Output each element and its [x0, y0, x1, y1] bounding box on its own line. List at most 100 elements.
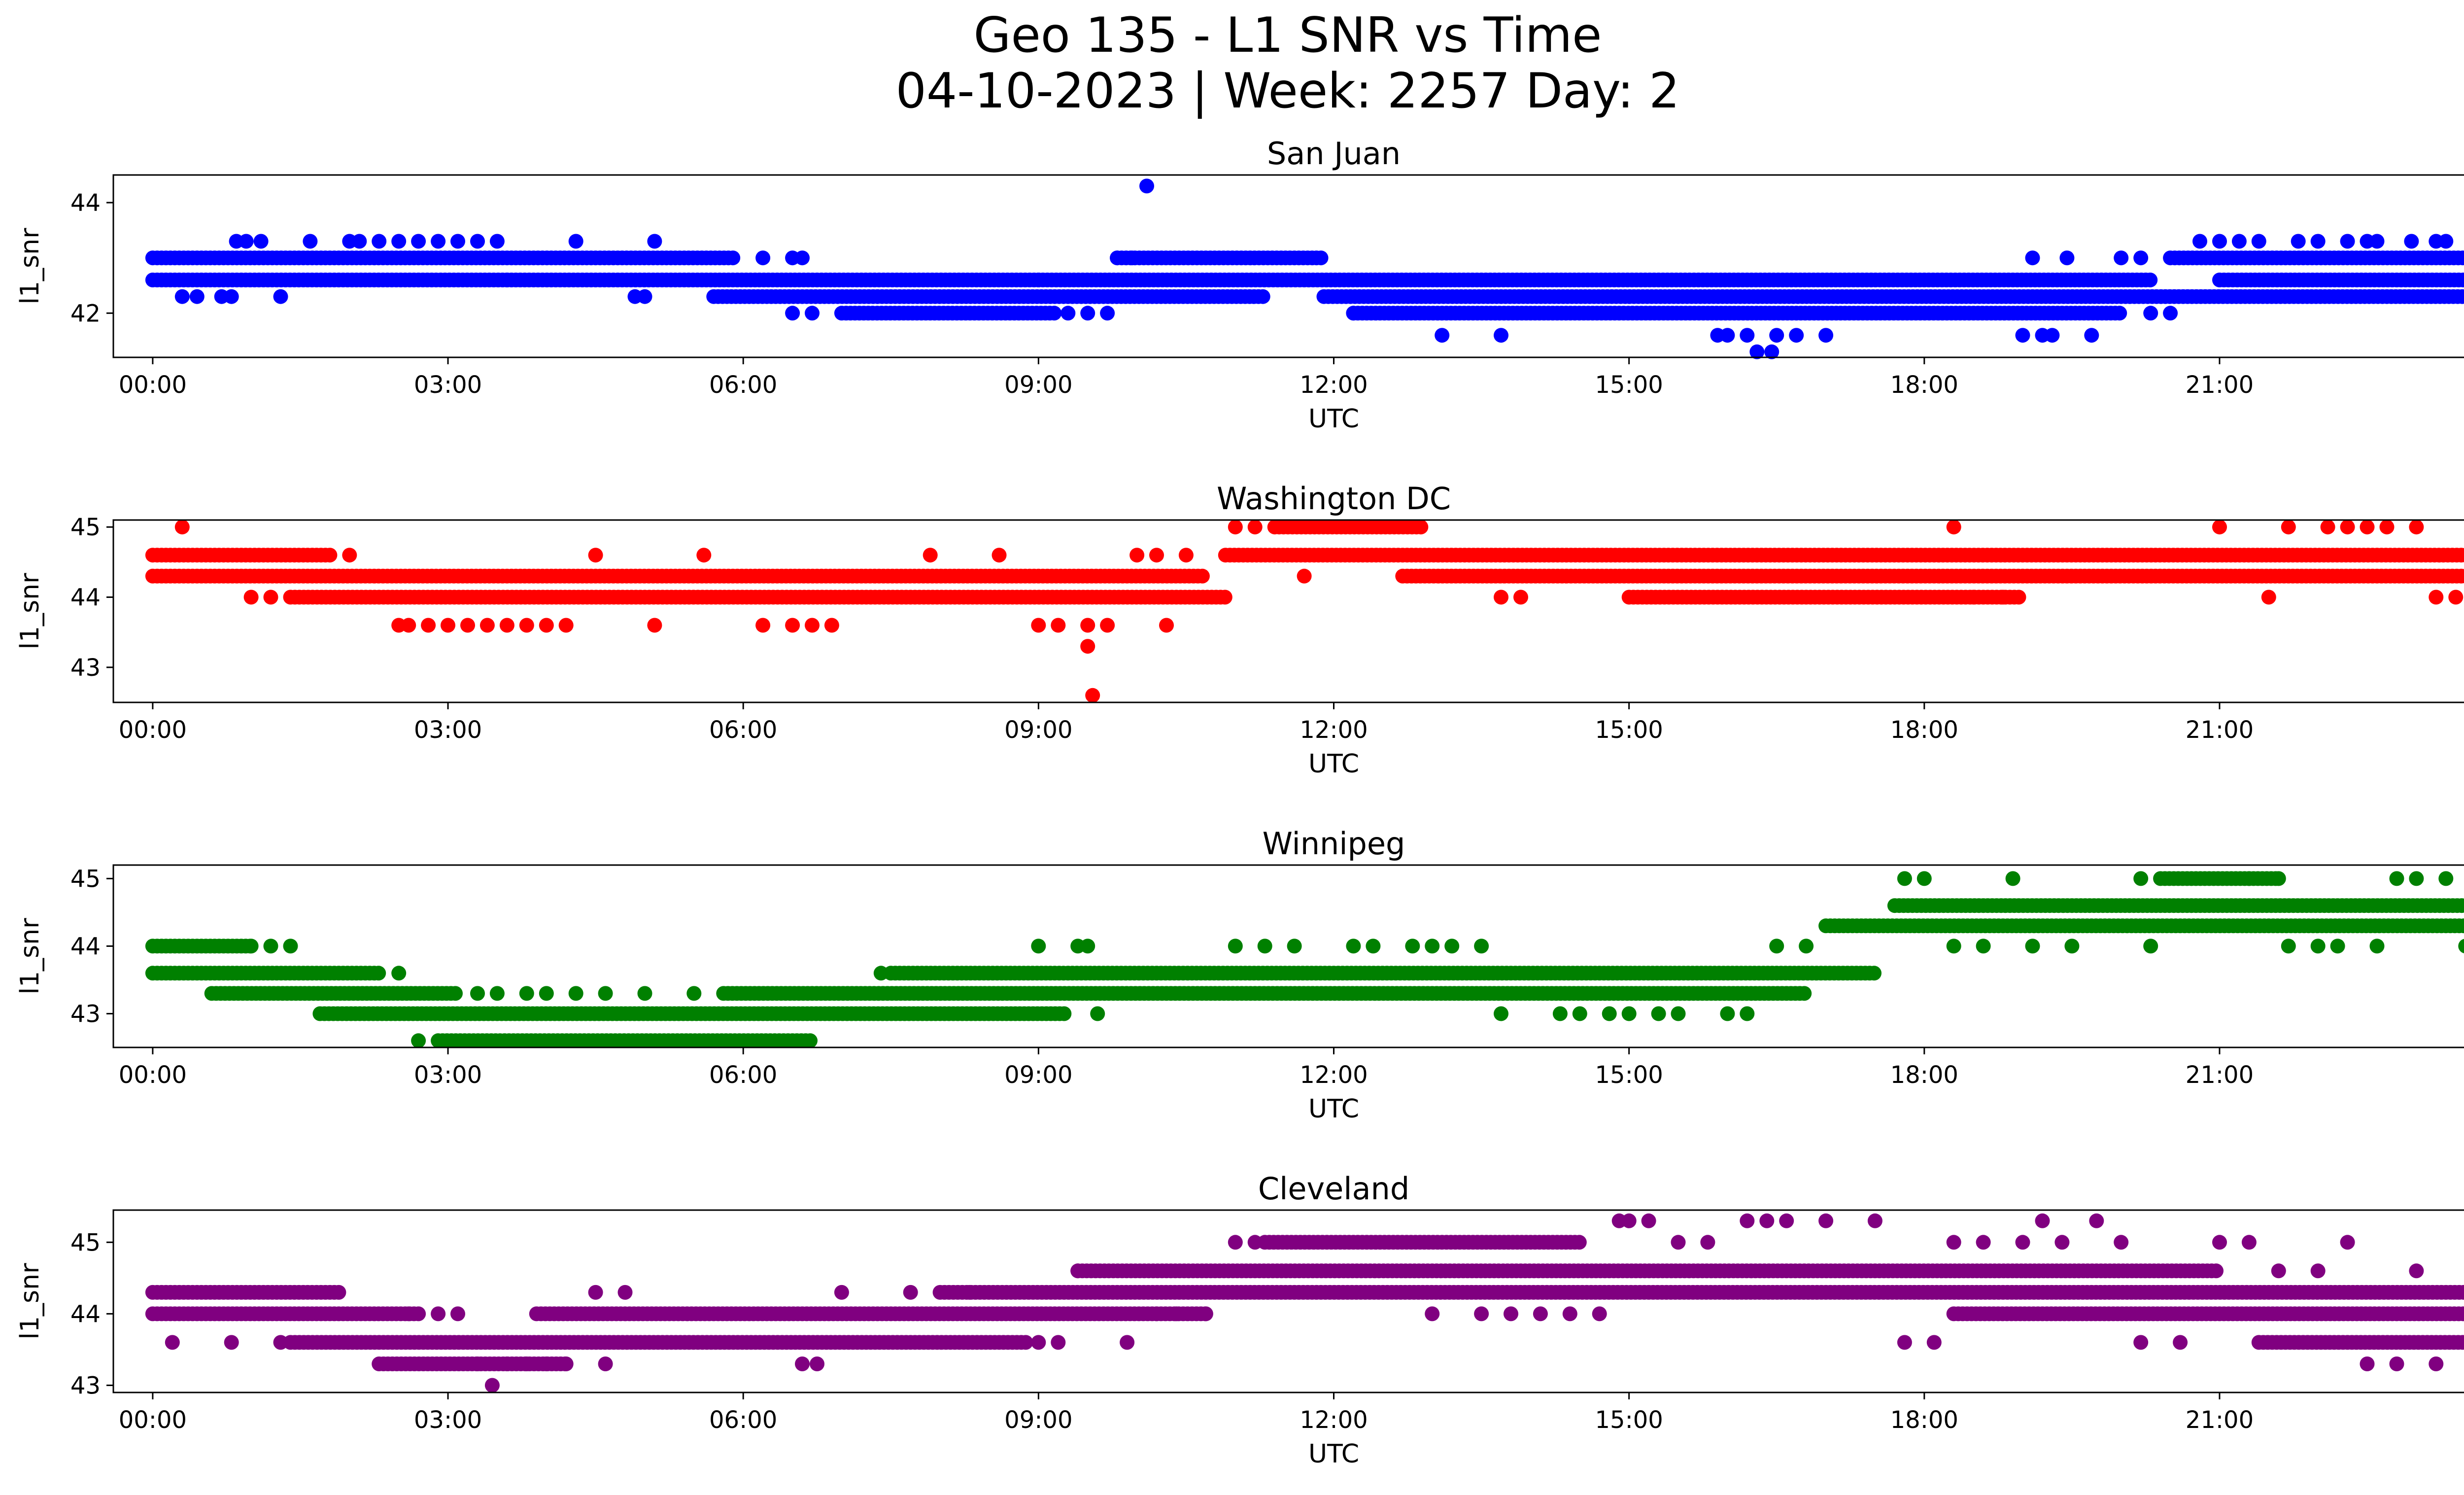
- data-point: [2459, 289, 2464, 304]
- y-tick-label: 43: [70, 1000, 101, 1028]
- data-point: [2460, 273, 2464, 287]
- data-point: [1797, 986, 1812, 1001]
- x-tick-label: 00:00: [119, 371, 187, 399]
- data-point: [2404, 234, 2419, 249]
- data-point: [1217, 590, 1232, 605]
- data-point: [2114, 250, 2129, 266]
- data-point: [1129, 548, 1145, 563]
- data-point: [1818, 328, 1834, 343]
- data-point: [1946, 520, 1961, 535]
- x-axis-label: UTC: [1308, 749, 1359, 779]
- data-point: [755, 618, 771, 633]
- data-point: [1228, 520, 1243, 535]
- x-tick-label: 03:00: [414, 371, 482, 399]
- subplot-title: Cleveland: [1258, 1171, 1409, 1207]
- data-point: [303, 234, 318, 249]
- data-point: [539, 986, 554, 1001]
- data-point: [1474, 939, 1489, 954]
- data-point: [273, 289, 288, 304]
- x-tick-label: 00:00: [119, 1061, 187, 1089]
- data-point: [391, 966, 407, 981]
- data-point: [243, 939, 259, 954]
- data-point: [1740, 1006, 1755, 1021]
- data-point: [1100, 618, 1115, 633]
- data-point: [647, 618, 662, 633]
- data-point: [2271, 871, 2286, 886]
- data-point: [2059, 250, 2075, 266]
- x-tick-label: 15:00: [1595, 371, 1663, 399]
- data-point: [174, 289, 190, 304]
- data-point: [331, 1285, 346, 1300]
- data-point: [2448, 590, 2464, 605]
- x-tick-label: 03:00: [414, 716, 482, 744]
- data-point: [1799, 939, 1814, 954]
- data-point: [1080, 639, 1095, 654]
- data-point: [224, 289, 239, 304]
- x-axis-label: UTC: [1308, 1094, 1359, 1124]
- figure-title-line2: 04-10-2023 | Week: 2257 Day: 2: [896, 63, 1680, 119]
- data-point: [2231, 234, 2247, 249]
- data-point: [1494, 328, 1508, 343]
- data-point: [1444, 939, 1460, 954]
- data-point: [2438, 871, 2454, 886]
- data-point: [1720, 1006, 1735, 1021]
- data-point: [489, 234, 505, 249]
- data-point: [539, 618, 554, 633]
- data-point: [2281, 939, 2296, 954]
- data-point: [2025, 250, 2040, 266]
- data-point: [588, 548, 603, 563]
- data-point: [239, 234, 254, 249]
- x-tick-label: 00:00: [119, 716, 187, 744]
- data-point: [647, 234, 662, 249]
- data-point: [2438, 234, 2454, 249]
- y-tick-label: 44: [70, 933, 101, 960]
- data-point: [2084, 328, 2099, 343]
- data-point: [1085, 688, 1100, 703]
- data-point: [795, 250, 810, 266]
- data-point: [263, 939, 278, 954]
- data-point: [1125, 250, 1140, 266]
- data-point: [1621, 1006, 1637, 1021]
- x-tick-label: 21:00: [2186, 716, 2254, 744]
- data-point: [1090, 1006, 1105, 1021]
- data-point: [1494, 1006, 1508, 1021]
- data-point: [1159, 618, 1174, 633]
- data-point: [421, 618, 436, 633]
- data-point: [448, 986, 463, 1001]
- data-point: [1149, 548, 1164, 563]
- data-point: [1513, 590, 1528, 605]
- data-point: [2460, 251, 2464, 265]
- data-point: [2045, 328, 2060, 343]
- data-point: [1769, 939, 1784, 954]
- data-point: [470, 234, 485, 249]
- data-point: [598, 986, 613, 1001]
- data-point: [1494, 590, 1508, 605]
- data-point: [2133, 250, 2149, 266]
- data-point: [243, 590, 259, 605]
- y-axis-label: l1_snr: [15, 573, 45, 650]
- data-point: [1195, 568, 1210, 584]
- x-tick-label: 12:00: [1300, 371, 1368, 399]
- x-tick-label: 09:00: [1004, 1061, 1072, 1089]
- data-point: [1057, 1006, 1072, 1021]
- data-point: [1228, 939, 1243, 954]
- data-point: [1287, 939, 1302, 954]
- y-tick-label: 44: [70, 189, 101, 217]
- data-point: [2369, 939, 2385, 954]
- data-point: [253, 234, 269, 249]
- data-point: [2025, 939, 2040, 954]
- y-axis-label: l1_snr: [15, 228, 45, 305]
- data-point: [1916, 871, 1932, 886]
- subplot-title: Winnipeg: [1263, 826, 1405, 862]
- data-point: [1110, 250, 1125, 266]
- data-point: [2310, 939, 2326, 954]
- data-point: [1552, 1006, 1568, 1021]
- data-point: [637, 289, 652, 304]
- data-point: [2015, 328, 2030, 343]
- data-point: [391, 234, 407, 249]
- data-point: [519, 986, 534, 1001]
- x-tick-label: 03:00: [414, 1061, 482, 1089]
- data-point: [2360, 520, 2375, 535]
